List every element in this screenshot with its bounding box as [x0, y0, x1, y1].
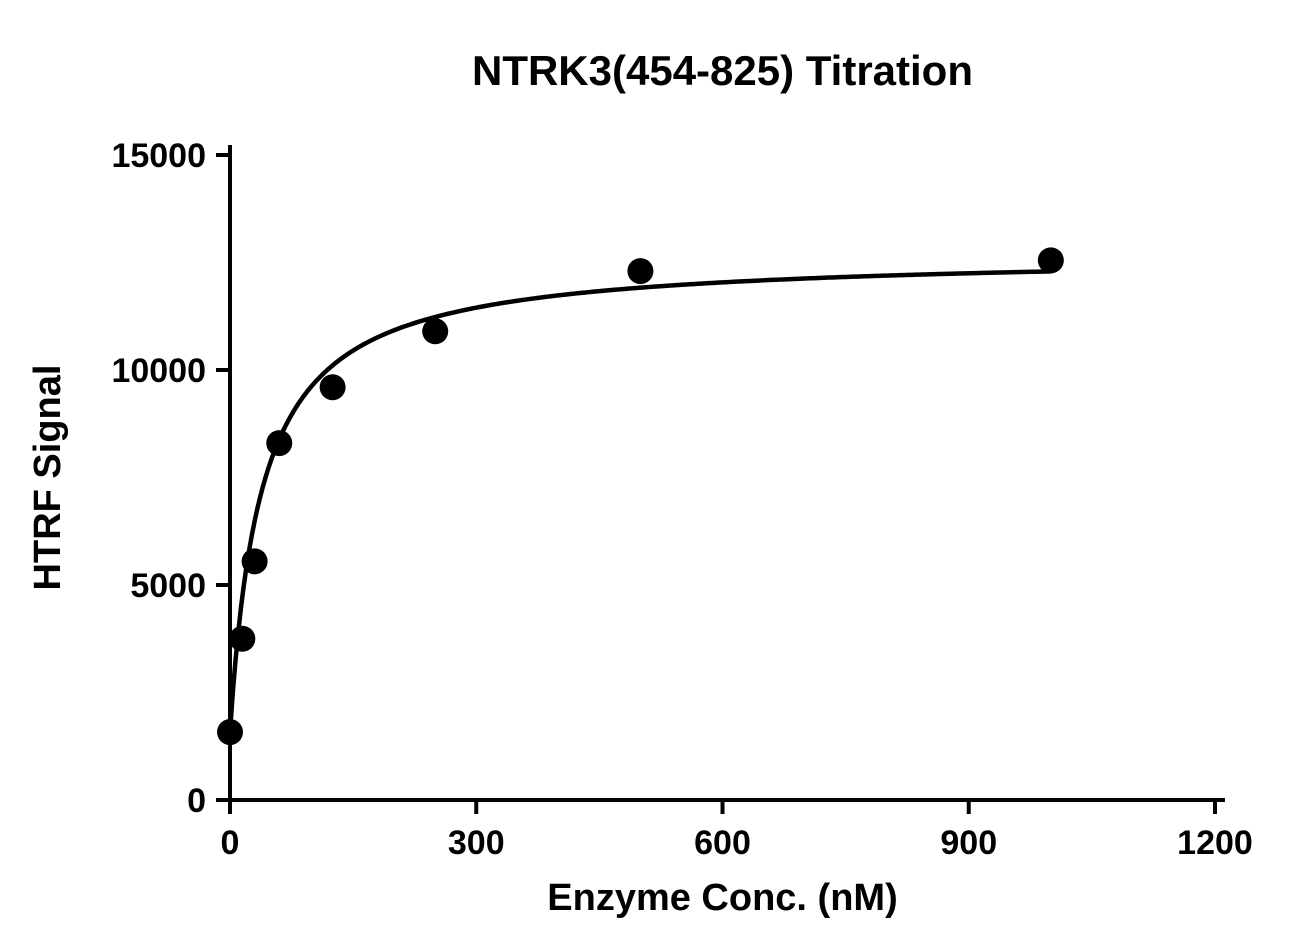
data-point — [1038, 247, 1064, 273]
data-point — [266, 430, 292, 456]
data-point — [217, 719, 243, 745]
x-tick-label: 900 — [940, 824, 997, 862]
data-point — [422, 318, 448, 344]
chart-title: NTRK3(454-825) Titration — [472, 47, 973, 94]
chart-container: NTRK3(454-825) Titration 0 300 600 900 1200 0 5… — [0, 0, 1289, 946]
x-axis-label: Enzyme Conc. (nM) — [547, 877, 897, 919]
data-point — [229, 626, 255, 652]
x-tick-label: 0 — [221, 824, 240, 862]
data-point — [320, 374, 346, 400]
x-tick-label: 600 — [694, 824, 751, 862]
x-tick-label: 1200 — [1177, 824, 1253, 862]
y-tick-label: 10000 — [111, 352, 206, 390]
y-tick-label: 5000 — [130, 567, 206, 605]
y-tick-label: 0 — [187, 782, 206, 820]
x-tick-label: 300 — [448, 824, 505, 862]
titration-chart: NTRK3(454-825) Titration 0 300 600 900 1200 0 5… — [0, 0, 1289, 946]
y-tick-label: 15000 — [111, 137, 206, 175]
y-axis-label: HTRF Signal — [27, 365, 69, 591]
data-point — [242, 548, 268, 574]
data-point — [627, 258, 653, 284]
